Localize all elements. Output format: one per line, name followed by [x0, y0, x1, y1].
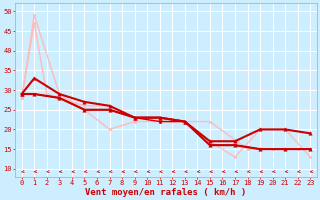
- X-axis label: Vent moyen/en rafales ( km/h ): Vent moyen/en rafales ( km/h ): [85, 188, 247, 197]
